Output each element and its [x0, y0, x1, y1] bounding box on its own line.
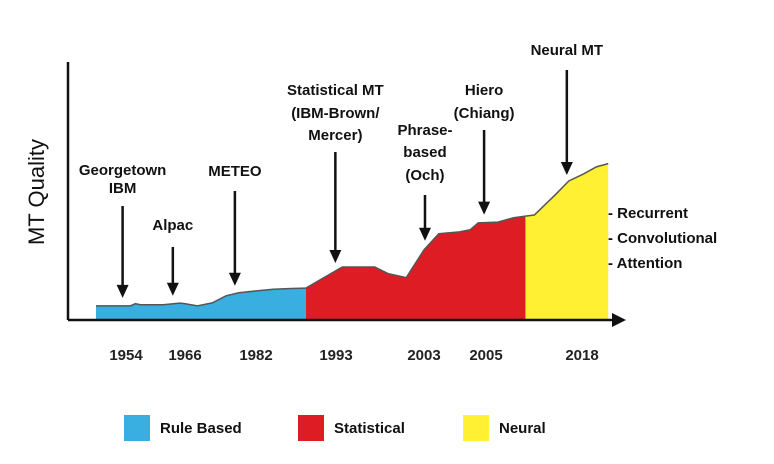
legend-item: Rule Based: [124, 415, 242, 441]
annotation-label: IBM: [109, 180, 137, 197]
y-axis-label: MT Quality: [24, 139, 49, 245]
annotation-label: Georgetown: [79, 162, 167, 179]
annotation-arrowhead: [478, 201, 491, 215]
annotation-arrowhead: [560, 162, 573, 176]
x-tick-label: 2003: [407, 347, 440, 364]
annotation-arrowhead: [228, 272, 241, 286]
legend-label: Statistical: [334, 420, 405, 437]
legend-swatch: [463, 415, 489, 441]
series-line-1: [305, 215, 526, 289]
annotation-label: (Och): [405, 167, 444, 184]
legend-swatch: [124, 415, 150, 441]
series-line-2: [525, 162, 609, 217]
x-axis-arrowhead: [612, 313, 626, 327]
annotation: Phrase-based (Och): [397, 122, 453, 241]
axes: [66, 62, 626, 327]
annotation-label: based: [403, 144, 446, 161]
x-tick-label: 1993: [319, 347, 352, 364]
side-notes: - Recurrent - Convolutional - Attention: [608, 205, 717, 272]
annotation-arrowhead: [116, 284, 129, 298]
side-note: - Recurrent: [608, 205, 688, 222]
legend-item: Neural: [463, 415, 546, 441]
annotation-label: Phrase-: [397, 122, 452, 139]
x-tick-label: 1954: [109, 347, 143, 364]
x-tick-label: 2005: [469, 347, 502, 364]
annotation-label: Statistical MT: [287, 82, 384, 99]
annotation: Alpac: [152, 217, 193, 296]
side-note: - Attention: [608, 255, 682, 272]
area-layer: [96, 162, 609, 320]
x-tick-label: 1966: [168, 347, 201, 364]
annotation: Hiero (Chiang): [454, 82, 515, 215]
annotation-arrowhead: [418, 227, 431, 241]
area-neural: [525, 163, 609, 320]
annotation-label: Neural MT: [531, 42, 604, 59]
legend: Rule Based Statistical Neural: [124, 415, 546, 441]
annotation-label: Hiero: [465, 82, 503, 99]
area-rule-based: [96, 288, 306, 320]
annotation: Statistical MT (IBM-Brown/Mercer): [287, 82, 384, 263]
annotation-label: Mercer): [308, 127, 362, 144]
annotation-arrowhead: [329, 249, 342, 263]
area-statistical: [305, 216, 526, 320]
series-line-0: [96, 287, 306, 307]
legend-item: Statistical: [298, 415, 405, 441]
legend-label: Neural: [499, 420, 546, 437]
x-tick-label: 1982: [239, 347, 272, 364]
annotation-label: (Chiang): [454, 105, 515, 122]
x-tick-label: 2018: [565, 347, 598, 364]
annotation-label: METEO: [208, 163, 262, 180]
annotation: METEO: [208, 163, 262, 286]
annotation-arrowhead: [166, 282, 179, 296]
annotation-label: (IBM-Brown/: [291, 105, 380, 122]
annotation: Neural MT: [531, 42, 604, 176]
x-tick-labels: 1954 1966 1982 1993 2003 2005 2018: [109, 347, 598, 364]
side-note: - Convolutional: [608, 230, 717, 247]
annotation-label: Alpac: [152, 217, 193, 234]
legend-label: Rule Based: [160, 420, 242, 437]
legend-swatch: [298, 415, 324, 441]
